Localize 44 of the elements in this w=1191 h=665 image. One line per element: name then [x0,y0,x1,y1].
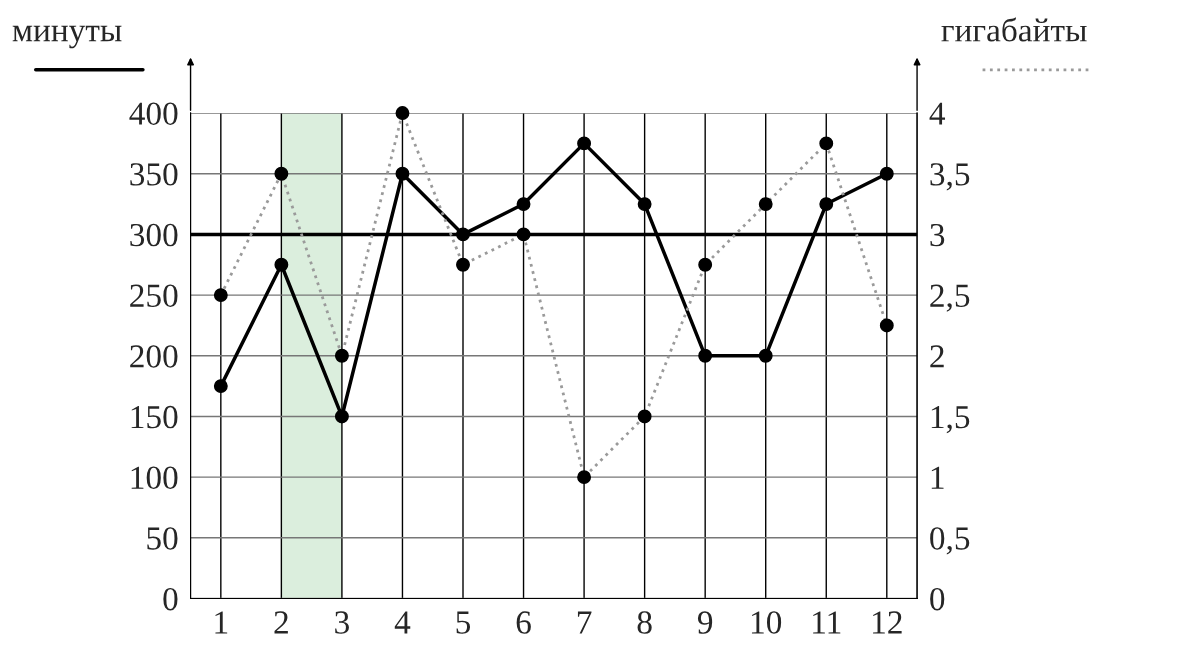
y2-axis-title: гигабайты [941,17,1087,42]
x-tick-label: 10 [751,611,782,634]
point [516,197,531,212]
x-tick-label: 2 [274,611,288,634]
point [879,166,894,181]
y2-tick-label: 2 [930,345,944,368]
y-tick-label: 100 [131,466,178,490]
x-tick-label: 11 [813,611,841,634]
y-tick-label: 250 [130,284,178,307]
y2-tick-label: 1 [931,466,944,489]
y2-tick-label: 0,5 [930,527,970,555]
x-tick-label: 8 [637,611,652,634]
point [456,227,470,242]
point [637,197,652,212]
y2-tick-label: 3,5 [930,163,970,191]
x-tick-label: 9 [697,611,713,634]
x-tick-label: 5 [456,611,471,634]
x-tick-label: 6 [516,611,531,634]
y2-tick-label: 1,5 [931,406,970,434]
y-tick-label: 150 [131,405,178,429]
point [274,257,289,272]
point [698,348,713,363]
x-tick-label: 12 [873,611,902,634]
point [577,136,592,151]
y-tick-label: 0 [163,587,178,611]
x-tick-label: 3 [335,611,349,634]
y-tick-label: 50 [147,527,178,550]
y-tick-label: 400 [129,102,178,125]
x-tick-label: 7 [577,611,592,634]
y-tick-label: 300 [130,223,178,247]
point [819,197,834,212]
point [758,348,773,363]
x-tick-label: 4 [394,611,411,634]
point [213,379,228,394]
y-tick-label: 350 [130,163,178,186]
y2-tick-label: 0 [930,587,945,611]
y2-tick-label: 2,5 [930,284,970,312]
y2-tick-label: 4 [929,102,946,125]
y-axis-title: минуты [12,25,122,49]
x-tick-label: 1 [215,611,228,634]
point [395,166,410,181]
point [334,409,349,424]
y2-tick-label: 3 [930,223,945,247]
y-tick-label: 200 [130,345,178,368]
